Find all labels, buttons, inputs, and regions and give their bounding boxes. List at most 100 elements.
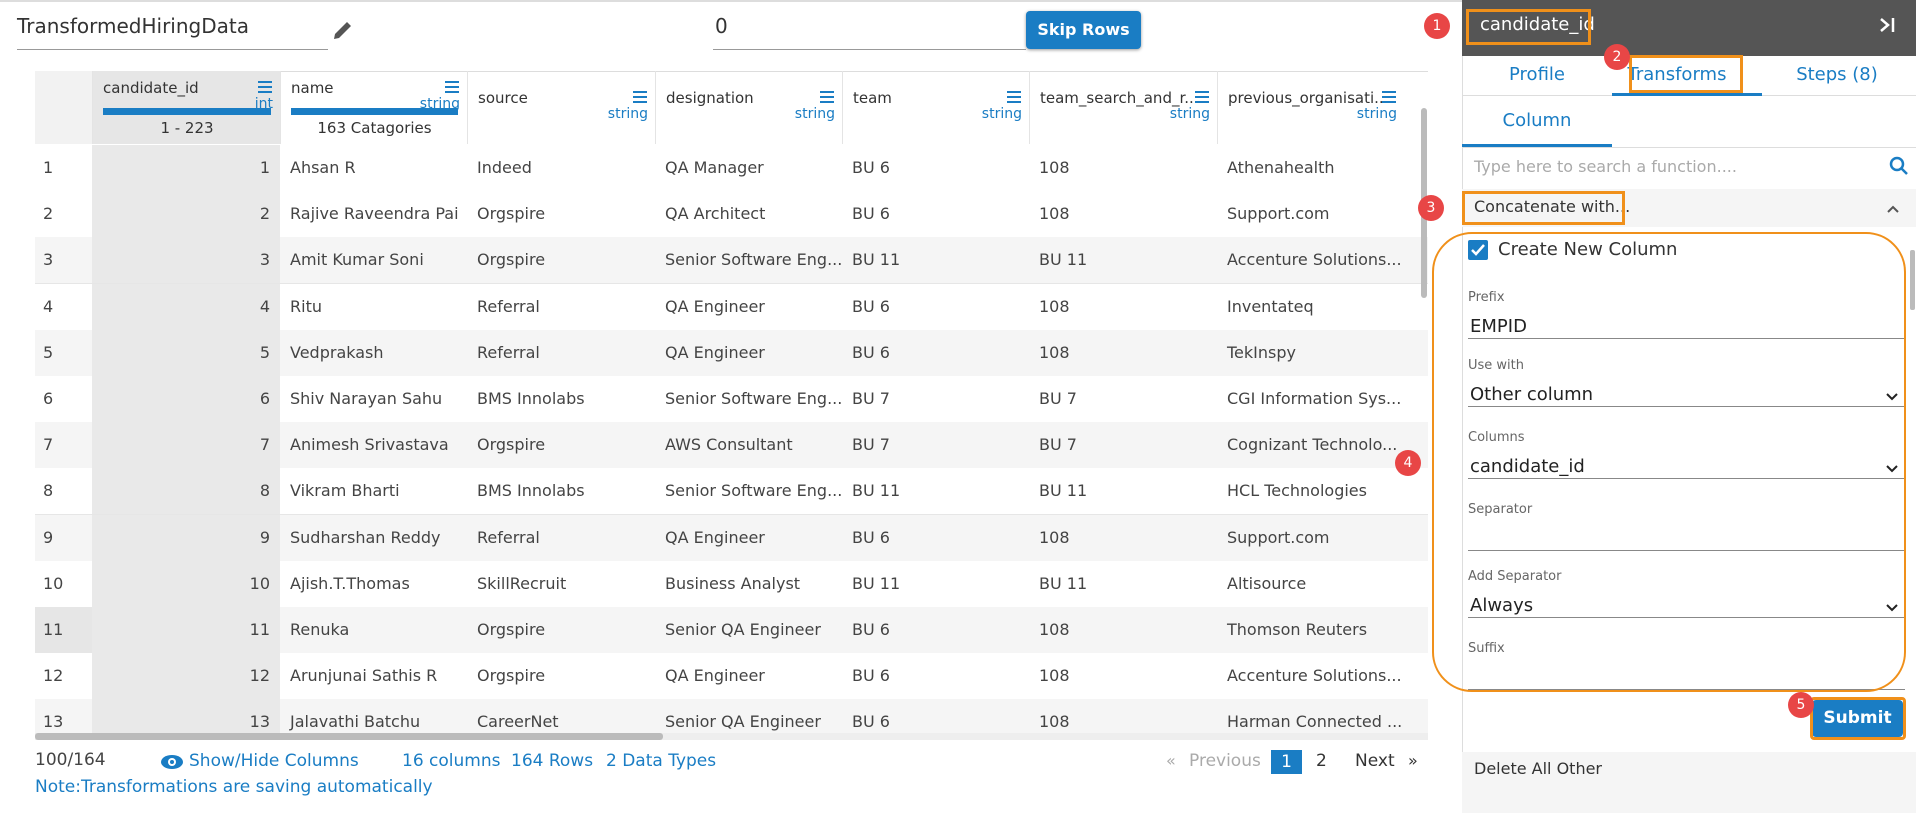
field-underline [1468,689,1905,690]
cell-text: QA Engineer [665,527,765,547]
column-menu[interactable] [819,89,835,103]
column-menu[interactable] [632,89,648,103]
table-cell: BU 6 [842,284,1029,330]
column-menu[interactable] [1006,89,1022,103]
column-header[interactable]: previous_organisati... string [1217,71,1405,144]
column-header[interactable]: source string [467,71,656,144]
field-value[interactable]: Always [1470,595,1534,616]
cell-text: Vedprakash [290,342,384,362]
cell-text: Senior QA Engineer [665,712,821,732]
column-menu[interactable] [444,79,460,93]
cell-text: BU 7 [1039,435,1077,455]
cell-text: Altisource [1227,573,1307,593]
cell-text: 1 [43,158,54,177]
page-next[interactable]: Next [1355,751,1395,771]
cell-text: 108 [1039,712,1070,732]
table-cell: 108 [1029,330,1217,376]
table-cell: Referral [467,330,655,376]
edit-icon[interactable] [330,17,356,43]
panel-tab[interactable]: Steps (8) [1796,64,1878,85]
column-header[interactable]: designation string [655,71,843,144]
column-header[interactable]: team string [842,71,1030,144]
search-icon[interactable] [1888,155,1910,177]
pencil [334,22,351,39]
subtab[interactable]: Column [1502,110,1572,131]
table-cell: BU 11 [1029,561,1217,607]
dropdown-arrow[interactable] [1884,388,1900,401]
column-name: designation [666,89,754,107]
dropdown-arrow[interactable] [1884,460,1900,473]
page-2[interactable]: 2 [1316,751,1327,771]
column-header[interactable]: team_search_and_r... string [1029,71,1218,144]
cell-text: Senior QA Engineer [665,620,821,639]
cell-text: Ajish.T.Thomas [290,573,410,593]
column-menu[interactable] [257,79,273,93]
cell-text: BU 11 [852,481,901,501]
table-cell: 3 [35,237,92,283]
table-cell: Shiv Narayan Sahu [280,376,467,422]
table-cell: Senior QA Engineer [655,607,842,653]
cell-text: Orgspire [477,204,546,224]
column-type: string [981,106,1022,122]
page-previous[interactable]: Previous [1189,751,1261,771]
table-cell: QA Engineer [655,284,842,330]
page-first[interactable]: « [1166,751,1176,770]
cell-text: 4 [259,296,270,316]
panel-tab[interactable]: Transforms [1627,64,1727,85]
column-type: string [1169,106,1210,122]
panel-tab[interactable]: Profile [1509,64,1565,85]
cell-text: Referral [477,296,540,316]
eye [161,755,183,769]
highlight-box [1810,697,1906,740]
cell-text: 108 [1039,158,1070,177]
skip-input[interactable]: 0 [715,14,728,38]
table-cell: QA Engineer [655,515,842,561]
page-1[interactable]: 1 [1271,750,1302,774]
checkbox-label[interactable]: Create New Column [1498,239,1678,260]
column-header[interactable]: name string 163 Catagories [280,71,468,144]
field-value[interactable]: EMPID [1470,316,1527,337]
table-cell: Orgspire [467,653,655,699]
table-body: 1 1 Ahsan R Indeed QA Manager BU 6 108 Athenahe… [35,145,1428,733]
table-cell: BU 11 [1029,237,1217,283]
collapse-icon[interactable] [1877,15,1897,35]
column-menu[interactable] [1381,89,1397,103]
cell-text: Cognizant Technolo... [1227,435,1398,455]
cell-text: BMS Innolabs [477,389,585,408]
cell-text: BU 6 [852,712,890,732]
table-cell: 11 [92,607,280,653]
show-hide-columns[interactable]: Show/Hide Columns [189,751,359,771]
cell-text: BU 11 [1039,573,1088,593]
checkbox[interactable] [1468,240,1488,260]
dropdown-arrow[interactable] [1884,599,1900,612]
cell-text: CareerNet [477,712,559,732]
table-cell: Business Analyst [655,561,842,607]
cell-text: BU 11 [852,250,901,270]
next-section[interactable]: Delete All Other [1474,759,1603,778]
table-cell: 8 [35,468,92,514]
cell-text: BU 6 [852,527,890,547]
field-value[interactable]: Other column [1470,384,1594,405]
submit-button[interactable]: Submit [1812,700,1903,737]
table-cell: BU 6 [842,145,1029,191]
field-value[interactable]: candidate_id [1470,456,1585,477]
table-cell: 6 [35,376,92,422]
column-menu[interactable] [1194,89,1210,103]
section-bar [1462,189,1916,227]
table-cell: 108 [1029,145,1217,191]
section-title[interactable]: Concatenate with... [1474,197,1631,216]
cell-text: Ritu [290,296,322,316]
table-cell: Renuka [280,607,467,653]
skip-button[interactable]: Skip Rows [1026,11,1141,49]
column-header[interactable]: candidate_id int 1 - 223 [92,71,281,144]
eye-icon[interactable] [160,753,184,771]
page-last[interactable]: » [1408,751,1418,770]
cell-text: 6 [43,389,54,408]
row-range: 100/164 [35,750,106,770]
table-cell: Amit Kumar Soni [280,237,467,283]
section-chevron[interactable] [1885,200,1901,213]
search-input[interactable]: Type here to search a function.... [1474,157,1737,176]
cell-text: 9 [43,527,54,547]
h-scroll-thumb[interactable] [35,733,663,740]
cell-text: Inventateq [1227,296,1314,316]
